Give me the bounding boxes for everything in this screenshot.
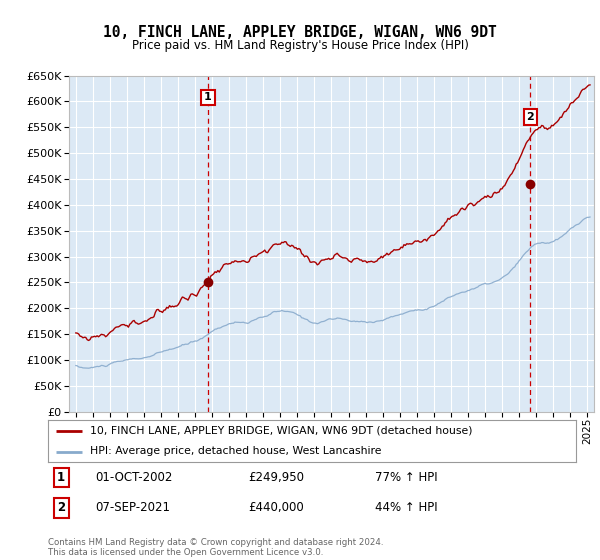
- Text: Price paid vs. HM Land Registry's House Price Index (HPI): Price paid vs. HM Land Registry's House …: [131, 39, 469, 53]
- Text: 07-SEP-2021: 07-SEP-2021: [95, 501, 170, 515]
- Text: HPI: Average price, detached house, West Lancashire: HPI: Average price, detached house, West…: [90, 446, 382, 456]
- Text: Contains HM Land Registry data © Crown copyright and database right 2024.
This d: Contains HM Land Registry data © Crown c…: [48, 538, 383, 557]
- Text: 1: 1: [57, 471, 65, 484]
- Text: 2: 2: [527, 112, 534, 122]
- Text: 01-OCT-2002: 01-OCT-2002: [95, 471, 173, 484]
- Text: £249,950: £249,950: [248, 471, 305, 484]
- Text: 1: 1: [204, 92, 212, 102]
- Text: 10, FINCH LANE, APPLEY BRIDGE, WIGAN, WN6 9DT (detached house): 10, FINCH LANE, APPLEY BRIDGE, WIGAN, WN…: [90, 426, 473, 436]
- Text: 2: 2: [57, 501, 65, 515]
- Text: 77% ↑ HPI: 77% ↑ HPI: [376, 471, 438, 484]
- Text: 10, FINCH LANE, APPLEY BRIDGE, WIGAN, WN6 9DT: 10, FINCH LANE, APPLEY BRIDGE, WIGAN, WN…: [103, 25, 497, 40]
- Text: 44% ↑ HPI: 44% ↑ HPI: [376, 501, 438, 515]
- Text: £440,000: £440,000: [248, 501, 304, 515]
